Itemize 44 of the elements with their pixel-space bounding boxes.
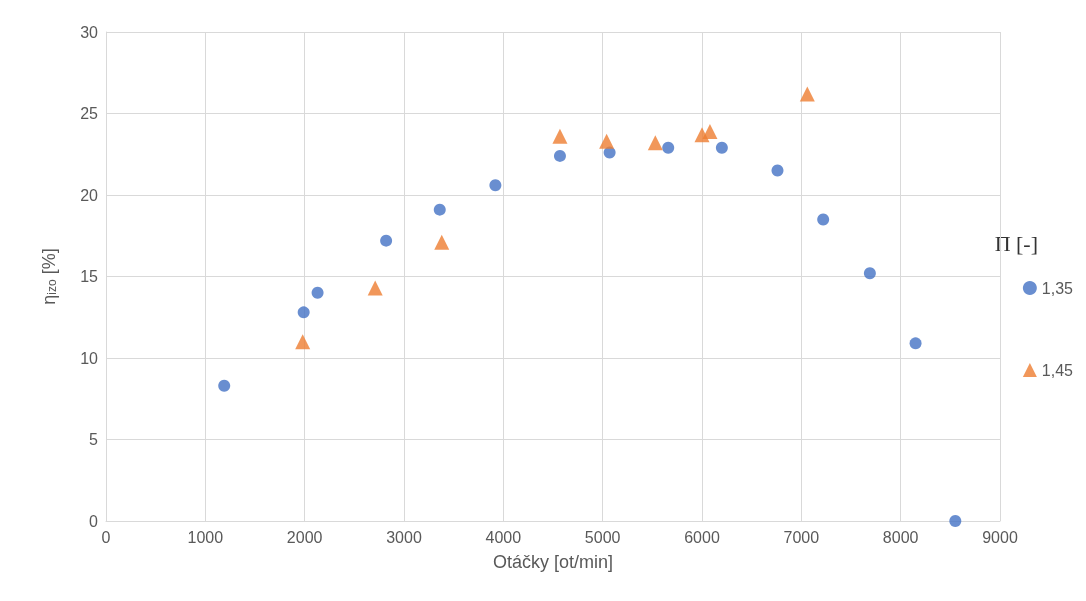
x-tick-label: 1000 [187, 528, 224, 546]
y-tick-label: 25 [80, 105, 99, 122]
x-tick-label: 7000 [783, 528, 820, 546]
point [715, 141, 728, 154]
x-tick-label: 3000 [386, 528, 422, 546]
point [434, 234, 450, 250]
point [297, 306, 310, 319]
point [949, 515, 962, 527]
y-tick-label: 20 [80, 186, 99, 204]
point [311, 286, 324, 299]
point [909, 337, 922, 350]
point [662, 141, 675, 154]
legend-title: Π [-] [994, 230, 1039, 256]
point [367, 280, 383, 296]
y-tick-label: 0 [89, 512, 99, 530]
point [771, 164, 784, 177]
point [380, 234, 393, 247]
x-axis-title: Otáčky [ot/min] [492, 552, 614, 572]
x-tick-label: 5000 [584, 528, 621, 546]
y-axis-title: ηizo [%] [39, 248, 59, 305]
point [599, 133, 615, 149]
point [863, 267, 876, 280]
point [553, 149, 566, 162]
point [433, 203, 446, 216]
y-tick-label: 10 [80, 349, 99, 367]
point [295, 334, 311, 350]
x-tick-label: 6000 [684, 528, 720, 546]
x-tick-label: 2000 [286, 528, 323, 546]
x-tick-label: 0 [101, 528, 111, 546]
legend-label: 1,35 [1041, 279, 1074, 297]
x-tick-label: 4000 [485, 528, 522, 546]
point [489, 179, 502, 192]
point [799, 86, 815, 102]
y-tick-label: 15 [80, 268, 99, 285]
legend-label: 1,45 [1041, 361, 1074, 379]
point [647, 135, 663, 151]
point [817, 213, 830, 226]
x-tick-label: 8000 [882, 528, 919, 546]
x-tick-label: 9000 [982, 528, 1018, 546]
point [218, 379, 231, 392]
point [552, 128, 568, 144]
y-tick-label: 30 [80, 23, 99, 41]
y-tick-label: 5 [89, 431, 99, 448]
point [702, 123, 718, 139]
